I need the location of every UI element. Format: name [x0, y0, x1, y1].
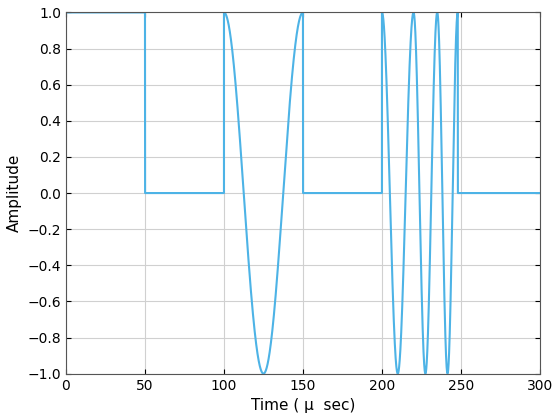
X-axis label: Time ( μ  sec): Time ( μ sec) — [251, 398, 355, 413]
Y-axis label: Amplitude: Amplitude — [7, 154, 22, 232]
